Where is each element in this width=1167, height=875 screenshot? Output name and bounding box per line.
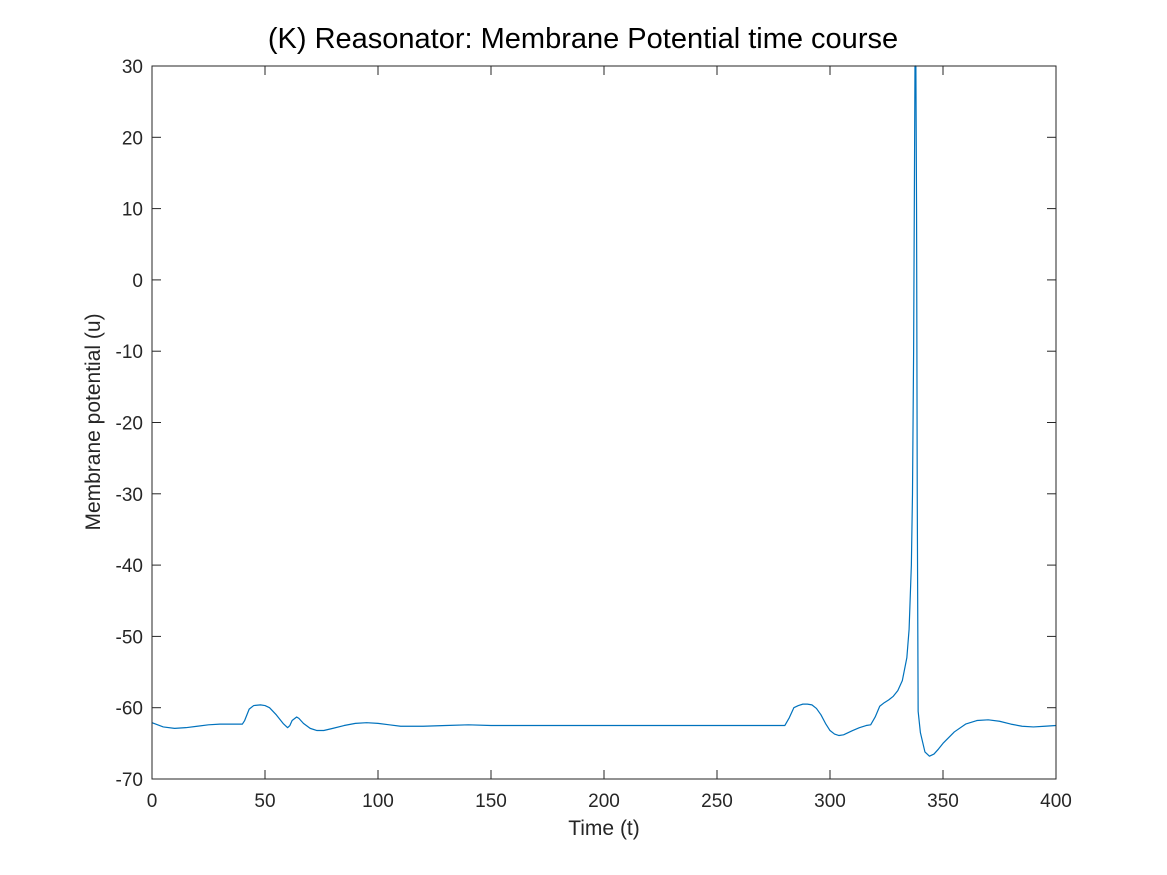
x-tick-label: 150: [475, 791, 507, 812]
y-tick-label: 10: [122, 200, 143, 221]
x-tick-label: 200: [588, 791, 620, 812]
x-tick-label: 350: [927, 791, 959, 812]
chart-title: (K) Reasonator: Membrane Potential time …: [268, 23, 898, 55]
y-tick-label: -40: [116, 556, 143, 577]
x-tick-label: 300: [814, 791, 846, 812]
y-axis-ticks: 30 20 10 0 -10 -20 -30 -40 -50 -60 -70: [116, 57, 1056, 791]
y-tick-label: -30: [116, 485, 143, 506]
y-axis-label: Membrane potential (u): [82, 313, 105, 530]
y-tick-label: 30: [122, 57, 143, 78]
y-tick-label: -60: [116, 699, 143, 720]
x-tick-label: 250: [701, 791, 733, 812]
y-tick-label: 0: [132, 271, 143, 292]
y-tick-label: -20: [116, 414, 143, 435]
plot-area: [151, 65, 1057, 780]
x-tick-label: 400: [1040, 791, 1072, 812]
x-tick-label: 100: [362, 791, 394, 812]
x-tick-label: 0: [147, 791, 158, 812]
y-tick-label: -50: [116, 627, 143, 648]
y-tick-label: -70: [116, 770, 143, 791]
x-tick-label: 50: [254, 791, 275, 812]
x-axis-ticks: 0 50 100 150 200 250 300 350 400: [147, 66, 1072, 812]
x-axis-label: Time (t): [568, 817, 640, 840]
y-tick-label: 20: [122, 128, 143, 149]
series-group: [151, 65, 1057, 757]
series-line-0: [151, 65, 1057, 757]
y-tick-label: -10: [116, 342, 143, 363]
plot-background: [152, 66, 1056, 779]
